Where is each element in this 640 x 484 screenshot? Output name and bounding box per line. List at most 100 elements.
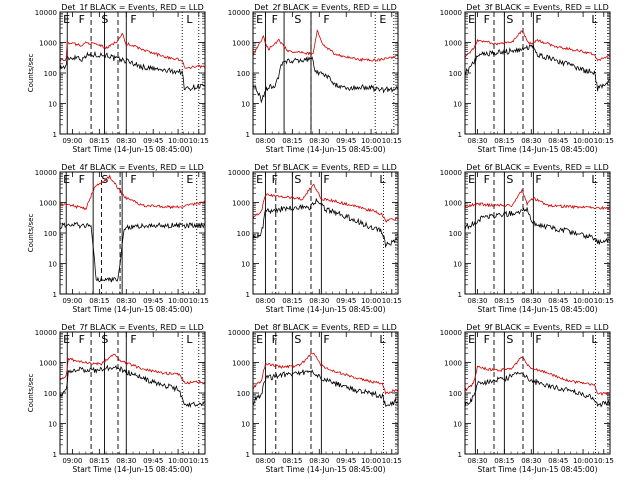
region-label: F xyxy=(130,173,136,186)
x-tick-label: 08:30 xyxy=(116,137,136,145)
series-line-events xyxy=(464,43,611,92)
y-tick-label: 1 xyxy=(458,451,462,459)
x-tick-label: 10:00 xyxy=(361,457,381,465)
plot-frame xyxy=(59,11,206,135)
chart-panel-2: Det_2f BLACK = Events, RED = LLD 1 10 100 10… xyxy=(228,3,402,154)
x-tick-label: 10:00 xyxy=(573,137,593,145)
x-tick-label: 10:15 xyxy=(189,297,209,305)
x-axis-label: Start Time (14-Jun-15 08:45:00) xyxy=(478,145,598,154)
plot-frame xyxy=(252,331,399,455)
series-line-lld xyxy=(252,29,399,63)
x-tick-label: 10:15 xyxy=(382,457,402,465)
x-tick-label: 10:15 xyxy=(594,457,614,465)
chart-panel-7: Det_7f BLACK = Events, RED = LLD 1 10 100 10… xyxy=(27,323,209,474)
y-tick-label: 10000 xyxy=(35,9,57,17)
y-tick-label: 100 xyxy=(237,70,250,78)
x-tick-label: 08:15 xyxy=(282,457,302,465)
plot-frame xyxy=(464,171,611,295)
region-label: L xyxy=(186,333,193,346)
region-label: F xyxy=(323,333,329,346)
y-tick-label: 10 xyxy=(241,421,250,429)
region-label: L xyxy=(591,13,598,26)
region-label: F xyxy=(79,173,85,186)
y-tick-label: 1000 xyxy=(444,40,462,48)
x-tick-label: 08:30 xyxy=(309,457,329,465)
x-tick-label: 09:45 xyxy=(336,137,356,145)
y-tick-label: 10 xyxy=(48,261,57,269)
plot-frame xyxy=(464,331,611,455)
region-label: E xyxy=(468,333,475,346)
y-axis-label: Counts/sec xyxy=(27,374,35,413)
y-tick-label: 1 xyxy=(53,451,57,459)
y-tick-label: 1 xyxy=(246,451,250,459)
series-line-lld xyxy=(464,189,611,211)
x-tick-label: 08:15 xyxy=(282,297,302,305)
y-tick-label: 100 xyxy=(237,390,250,398)
x-axis-label: Start Time (14-Jun-15 08:45:00) xyxy=(73,145,193,154)
series-line-events xyxy=(59,364,206,409)
chart-title: Det_3f BLACK = Events, RED = LLD xyxy=(466,3,609,12)
series-line-lld xyxy=(252,183,399,223)
x-tick-label: 10:15 xyxy=(189,457,209,465)
chart-panel-5: Det_5f BLACK = Events, RED = LLD 1 10 100 10… xyxy=(228,163,402,314)
x-tick-label: 08:30 xyxy=(467,297,487,305)
region-label: S xyxy=(101,13,108,26)
y-tick-label: 1000 xyxy=(39,40,57,48)
x-tick-label: 08:30 xyxy=(521,297,541,305)
x-axis-label: Start Time (14-Jun-15 08:45:00) xyxy=(266,145,386,154)
x-tick-label: 08:15 xyxy=(494,297,514,305)
region-label: L xyxy=(379,173,386,186)
y-tick-label: 100 xyxy=(44,70,57,78)
x-tick-label: 10:15 xyxy=(382,297,402,305)
y-axis-label: Counts/sec xyxy=(27,214,35,253)
series-line-events xyxy=(59,50,206,92)
y-tick-label: 100 xyxy=(237,230,250,238)
region-label: F xyxy=(323,173,329,186)
region-label: L xyxy=(379,333,386,346)
x-tick-label: 08:15 xyxy=(282,137,302,145)
region-label: F xyxy=(130,333,136,346)
region-label: F xyxy=(484,333,490,346)
x-tick-label: 10:00 xyxy=(573,297,593,305)
series-line-lld xyxy=(59,353,206,385)
y-tick-label: 10000 xyxy=(440,329,462,337)
x-tick-label: 08:30 xyxy=(521,457,541,465)
y-tick-label: 100 xyxy=(449,70,462,78)
plot-frame xyxy=(252,11,399,135)
region-label: E xyxy=(63,173,70,186)
region-label: F xyxy=(272,333,278,346)
region-label: E xyxy=(256,173,263,186)
y-tick-label: 1000 xyxy=(39,360,57,368)
region-label: F xyxy=(130,13,136,26)
chart-title: Det_7f BLACK = Events, RED = LLD xyxy=(61,323,204,332)
x-tick-label: 09:00 xyxy=(62,297,82,305)
region-label: F xyxy=(484,13,490,26)
series-line-lld xyxy=(464,30,611,62)
series-line-events xyxy=(252,198,399,249)
region-label: L xyxy=(591,333,598,346)
x-tick-label: 10:00 xyxy=(168,297,188,305)
region-label: F xyxy=(79,333,85,346)
chart-panel-1: Det_1f BLACK = Events, RED = LLD 1 10 100 10… xyxy=(27,3,209,154)
chart-panel-8: Det_8f BLACK = Events, RED = LLD 1 10 100 10… xyxy=(228,323,402,474)
y-tick-label: 10 xyxy=(241,261,250,269)
y-tick-label: 10000 xyxy=(35,169,57,177)
x-tick-label: 08:00 xyxy=(255,457,275,465)
region-label: S xyxy=(506,333,513,346)
region-label: S xyxy=(294,333,301,346)
chart-title: Det_6f BLACK = Events, RED = LLD xyxy=(466,163,609,172)
series-line-events xyxy=(252,56,399,104)
y-tick-label: 10 xyxy=(48,101,57,109)
chart-panel-3: Det_3f BLACK = Events, RED = LLD 1 10 100 10… xyxy=(440,3,614,154)
region-label: E xyxy=(379,13,386,26)
x-tick-label: 08:45 xyxy=(548,137,568,145)
x-tick-label: 09:45 xyxy=(143,137,163,145)
y-tick-label: 1 xyxy=(53,131,57,139)
region-label: S xyxy=(101,333,108,346)
x-tick-label: 10:00 xyxy=(573,457,593,465)
x-tick-label: 08:00 xyxy=(255,297,275,305)
x-axis-label: Start Time (14-Jun-15 08:45:00) xyxy=(478,305,598,314)
series-line-events xyxy=(464,207,611,245)
x-tick-label: 09:45 xyxy=(336,457,356,465)
y-tick-label: 100 xyxy=(449,230,462,238)
